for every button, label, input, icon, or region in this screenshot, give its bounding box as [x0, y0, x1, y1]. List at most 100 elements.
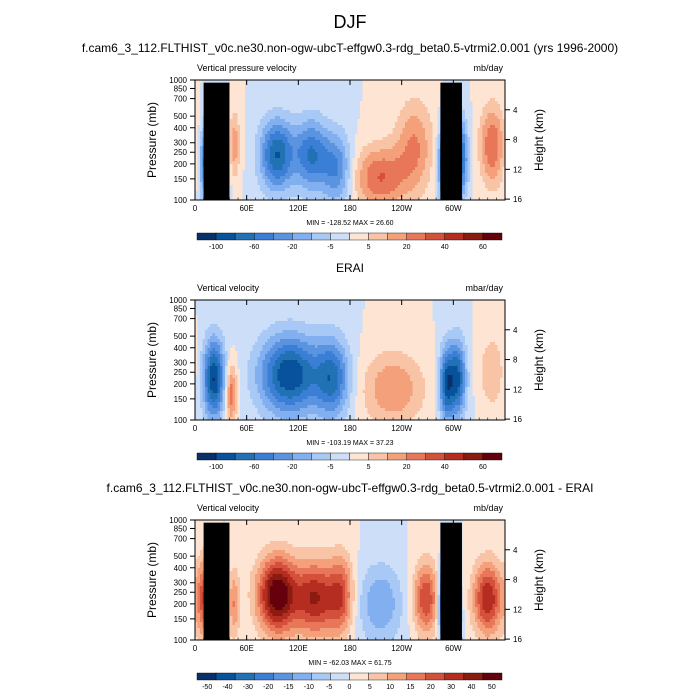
heatmap-cell — [310, 107, 313, 111]
heatmap-cell — [325, 119, 328, 123]
heatmap-cell — [387, 98, 391, 102]
heatmap-cell — [200, 188, 203, 192]
heatmap-cell — [367, 167, 371, 171]
heatmap-cell — [257, 134, 261, 138]
heatmap-cell — [487, 188, 491, 192]
heatmap-cell — [352, 80, 356, 84]
heatmap-cell — [250, 128, 253, 132]
heatmap-cell — [235, 188, 238, 192]
heatmap-cell — [292, 182, 296, 186]
heatmap-cell — [195, 173, 198, 177]
heatmap-cell — [302, 92, 306, 96]
heatmap-cell — [332, 98, 336, 102]
heatmap-cell — [430, 158, 433, 162]
heatmap-cell — [352, 194, 356, 198]
heatmap-cell — [295, 164, 298, 168]
heatmap-cell — [290, 161, 293, 165]
heatmap-cell — [485, 194, 488, 198]
heatmap-cell — [290, 143, 293, 147]
heatmap-cell — [297, 182, 301, 186]
heatmap-cell — [390, 164, 393, 168]
heatmap-cell — [315, 125, 318, 129]
heatmap-cell — [310, 104, 313, 108]
heatmap-cell — [275, 122, 278, 126]
heatmap-cell — [275, 131, 278, 135]
heatmap-cell — [307, 170, 311, 174]
heatmap-cell — [470, 113, 473, 117]
heatmap-cell — [237, 158, 241, 162]
heatmap-cell — [232, 182, 236, 186]
heatmap-cell — [252, 107, 256, 111]
heatmap-cell — [405, 119, 408, 123]
heatmap-cell — [342, 95, 346, 99]
heatmap-cell — [200, 80, 203, 84]
heatmap-cell — [362, 146, 366, 150]
heatmap-cell — [302, 110, 306, 114]
heatmap-cell — [415, 116, 418, 120]
heatmap-cell — [427, 137, 431, 141]
heatmap-cell — [280, 167, 283, 171]
heatmap-cell — [235, 80, 238, 84]
heatmap-cell — [500, 125, 503, 129]
heatmap-cell — [495, 89, 498, 93]
heatmap-cell — [277, 173, 281, 177]
heatmap-cell — [395, 113, 398, 117]
heatmap-cell — [307, 98, 311, 102]
heatmap-cell — [257, 161, 261, 165]
heatmap-cell — [282, 83, 286, 87]
heatmap-cell — [395, 119, 398, 123]
heatmap-cell — [245, 191, 248, 195]
heatmap-cell — [380, 110, 383, 114]
heatmap-cell — [245, 95, 248, 99]
heatmap-cell — [485, 149, 488, 153]
heatmap-cell — [387, 125, 391, 129]
heatmap-cell — [195, 146, 198, 150]
heatmap-cell — [427, 104, 431, 108]
heatmap-cell — [282, 176, 286, 180]
heatmap-cell — [265, 134, 268, 138]
heatmap-cell — [257, 194, 261, 198]
heatmap-cell — [362, 164, 366, 168]
heatmap-cell — [492, 176, 496, 180]
heatmap-cell — [297, 125, 301, 129]
heatmap-cell — [252, 113, 256, 117]
heatmap-cell — [287, 107, 291, 111]
heatmap-cell — [410, 176, 413, 180]
heatmap-cell — [275, 101, 278, 105]
heatmap-cell — [405, 179, 408, 183]
heatmap-cell — [277, 110, 281, 114]
heatmap-cell — [277, 80, 281, 84]
heatmap-cell — [280, 170, 283, 174]
heatmap-cell — [490, 164, 493, 168]
heatmap-cell — [407, 98, 411, 102]
heatmap-cell — [295, 104, 298, 108]
heatmap-cell — [237, 116, 241, 120]
heatmap-cell — [480, 131, 483, 135]
heatmap-cell — [272, 170, 276, 174]
heatmap-cell — [405, 125, 408, 129]
heatmap-cell — [195, 98, 198, 102]
heatmap-cell — [307, 161, 311, 165]
heatmap-cell — [272, 167, 276, 171]
heatmap-cell — [332, 146, 336, 150]
heatmap-cell — [237, 173, 241, 177]
heatmap-cell — [390, 140, 393, 144]
heatmap-cell — [377, 194, 381, 198]
heatmap-cell — [340, 167, 343, 171]
heatmap-cell — [365, 128, 368, 132]
heatmap-cell — [197, 146, 201, 150]
heatmap-cell — [485, 107, 488, 111]
heatmap-cell — [467, 92, 471, 96]
heatmap-cell — [300, 104, 303, 108]
heatmap-cell — [252, 179, 256, 183]
heatmap-cell — [412, 185, 416, 189]
heatmap-cell — [315, 179, 318, 183]
heatmap-cell — [427, 89, 431, 93]
heatmap-cell — [285, 161, 288, 165]
heatmap-cell — [232, 140, 236, 144]
heatmap-cell — [425, 104, 428, 108]
heatmap-cell — [340, 152, 343, 156]
heatmap-cell — [417, 98, 421, 102]
heatmap-cell — [477, 113, 481, 117]
heatmap-cell — [365, 185, 368, 189]
